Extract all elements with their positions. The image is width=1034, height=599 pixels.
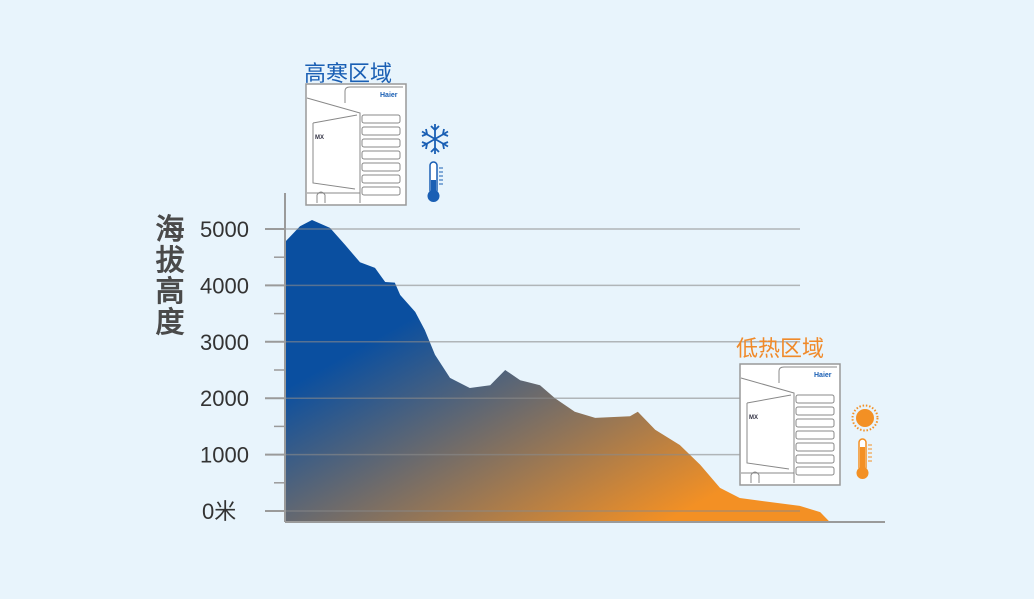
thermometer-high-icon	[856, 438, 872, 479]
thermometer-low-icon	[427, 161, 443, 202]
snowflake-icon	[421, 124, 449, 154]
outdoor-unit-hot: Haier MX	[739, 363, 841, 486]
y-tick-label: 5000	[200, 217, 249, 242]
y-tick-label: 0米	[202, 499, 236, 524]
y-tick-label: 1000	[200, 443, 249, 468]
y-axis-label: 海拔高度	[155, 212, 185, 339]
y-tick-label: 4000	[200, 273, 249, 298]
sun-icon	[851, 404, 879, 432]
altitude-area	[285, 220, 830, 522]
model-label: MX	[315, 135, 324, 141]
cold-zone-title: 高寒区域	[304, 62, 393, 87]
model-label: MX	[749, 415, 758, 421]
y-tick-label: 3000	[200, 330, 249, 355]
outdoor-unit-cold: Haier MX	[305, 83, 407, 206]
hot-zone-title: 低热区域	[736, 337, 825, 362]
brand-logo: Haier	[814, 372, 832, 379]
y-tick-label: 2000	[200, 386, 249, 411]
brand-logo: Haier	[380, 92, 398, 99]
